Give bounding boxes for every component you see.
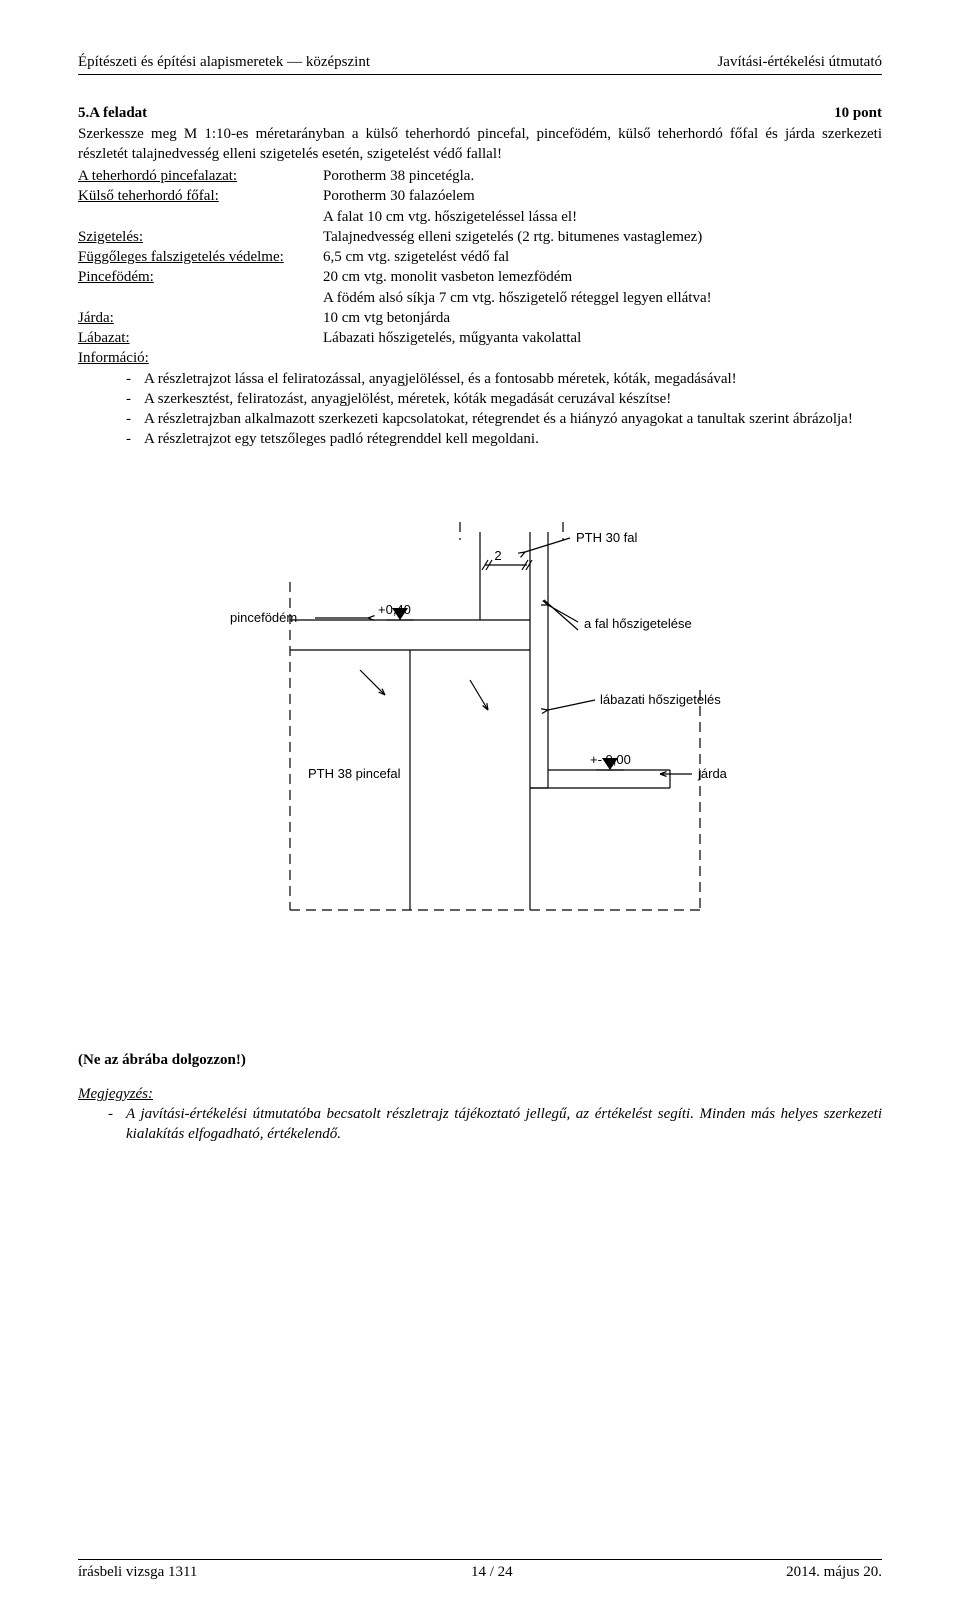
footer-left: írásbeli vizsga 1311 (78, 1562, 197, 1582)
spec-row: Pincefödém:20 cm vtg. monolit vasbeton l… (78, 267, 882, 308)
page-footer: írásbeli vizsga 1311 14 / 24 2014. május… (78, 1559, 882, 1582)
note-label: Megjegyzés: (78, 1084, 882, 1104)
spec-value: Lábazati hőszigetelés, műgyanta vakolatt… (323, 328, 882, 348)
spec-value: Porotherm 30 falazóelemA falat 10 cm vtg… (323, 186, 882, 227)
header-right: Javítási-értékelési útmutató (717, 52, 882, 72)
info-item: - A szerkesztést, feliratozást, anyagjel… (126, 389, 882, 409)
page-header: Építészeti és építési alapismeretek — kö… (78, 52, 882, 75)
svg-text:a fal hőszigetelése: a fal hőszigetelése (584, 616, 692, 631)
svg-text:+0,40: +0,40 (378, 602, 411, 617)
spec-value: 10 cm vtg betonjárda (323, 308, 882, 328)
footer-right: 2014. május 20. (786, 1562, 882, 1582)
spec-row: Külső teherhordó főfal:Porotherm 30 fala… (78, 186, 882, 227)
figure: 2 PTH 30 fal a fal hőszigetelése lábazati h… (78, 510, 882, 930)
spec-value: Porotherm 38 pincetégla. (323, 166, 882, 186)
spec-label: Függőleges falszigetelés védelme: (78, 247, 323, 267)
spec-value: 6,5 cm vtg. szigetelést védő fal (323, 247, 882, 267)
info-list: - A részletrajzot lássa el feliratozássa… (78, 369, 882, 450)
svg-text:pincefödém: pincefödém (230, 610, 297, 625)
spec-row: Lábazat:Lábazati hőszigetelés, műgyanta … (78, 328, 882, 348)
spec-label: Lábazat: (78, 328, 323, 348)
spec-list: A teherhordó pincefalazat:Porotherm 38 p… (78, 166, 882, 348)
spec-value: 20 cm vtg. monolit vasbeton lemezfödémA … (323, 267, 882, 308)
task-title-row: 5.A feladat 10 pont (78, 103, 882, 123)
spec-value: Talajnedvesség elleni szigetelés (2 rtg.… (323, 227, 882, 247)
spec-row: Szigetelés:Talajnedvesség elleni szigete… (78, 227, 882, 247)
footer-center: 14 / 24 (471, 1562, 513, 1582)
svg-text:2: 2 (494, 548, 501, 563)
spec-row: Függőleges falszigetelés védelme:6,5 cm … (78, 247, 882, 267)
task-intro: Szerkessze meg M 1:10-es méretarányban a… (78, 124, 882, 165)
info-label: Információ: (78, 348, 882, 368)
svg-text:PTH 30 fal: PTH 30 fal (576, 530, 638, 545)
spec-label: Szigetelés: (78, 227, 323, 247)
task-number: 5.A feladat (78, 103, 147, 123)
info-item: - A részletrajzban alkalmazott szerkezet… (126, 409, 882, 429)
no-edit-warning: (Ne az ábrába dolgozzon!) (78, 1050, 882, 1070)
svg-text:PTH 38 pincefal: PTH 38 pincefal (308, 766, 401, 781)
note-body: - A javítási-értékelési útmutatóba becsa… (78, 1104, 882, 1145)
spec-label: Külső teherhordó főfal: (78, 186, 323, 227)
svg-text:járda: járda (697, 766, 728, 781)
spec-label: Pincefödém: (78, 267, 323, 308)
info-item: - A részletrajzot lássa el feliratozássa… (126, 369, 882, 389)
svg-text:lábazati hőszigetelés: lábazati hőszigetelés (600, 692, 721, 707)
svg-text:+- 0,00: +- 0,00 (590, 752, 631, 767)
spec-row: Járda:10 cm vtg betonjárda (78, 308, 882, 328)
spec-row: A teherhordó pincefalazat:Porotherm 38 p… (78, 166, 882, 186)
task-points: 10 pont (834, 103, 882, 123)
info-item: - A részletrajzot egy tetszőleges padló … (126, 429, 882, 449)
header-left: Építészeti és építési alapismeretek — kö… (78, 52, 370, 72)
spec-label: A teherhordó pincefalazat: (78, 166, 323, 186)
spec-label: Járda: (78, 308, 323, 328)
